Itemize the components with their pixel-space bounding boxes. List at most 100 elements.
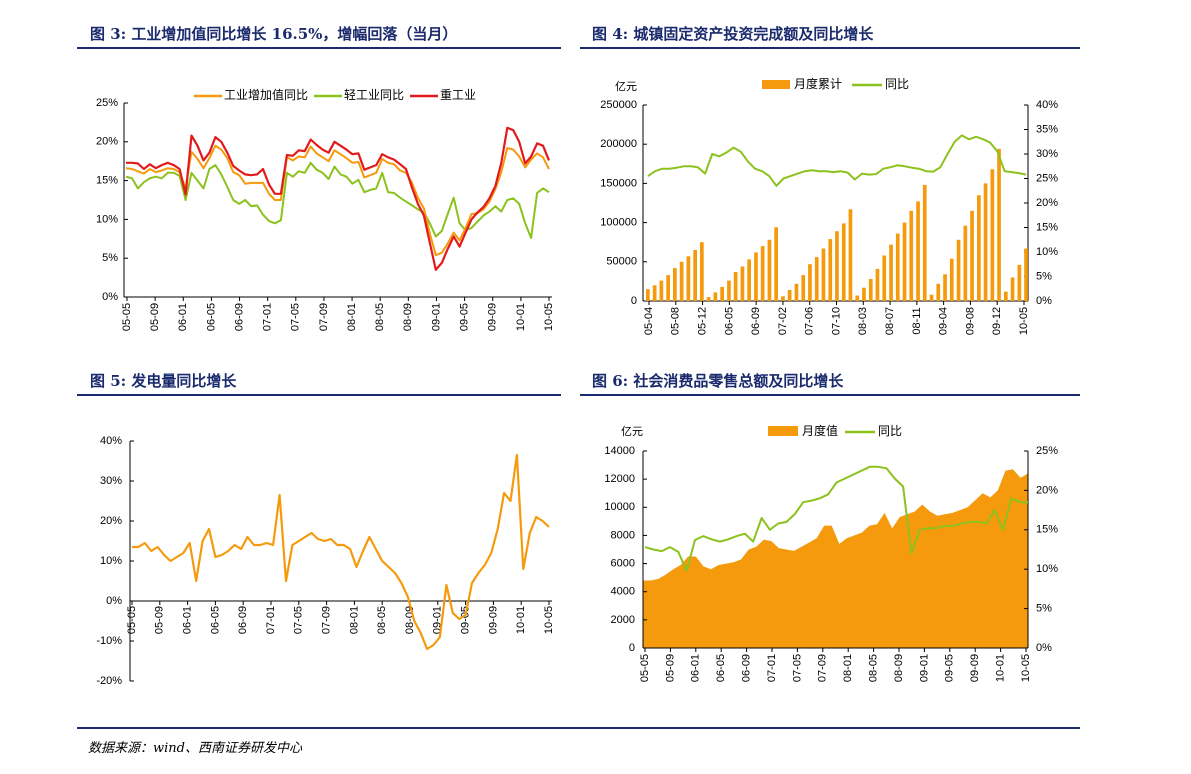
fig4-bar	[679, 261, 684, 301]
fig4-bar	[720, 286, 724, 301]
fig4-bar	[983, 183, 988, 301]
fig6-yleft-unit: 亿元	[621, 425, 643, 438]
fig5-xtick-label: 10-01	[515, 606, 527, 634]
fig4-bar	[808, 264, 812, 301]
fig4-bar	[963, 225, 968, 301]
fig4-ytick-label: 15%	[1036, 221, 1058, 233]
fig3-xtick-label: 07-09	[318, 303, 330, 331]
fig4-bar	[754, 252, 758, 301]
fig4-bar	[841, 223, 846, 301]
fig5-series-line	[132, 453, 550, 651]
fig3-series-line-2	[126, 126, 551, 271]
fig5-xtick-label: 07-05	[293, 606, 305, 634]
fig4-bar	[922, 185, 927, 301]
fig5-xtick-label: 05-09	[154, 606, 166, 634]
fig4-bar	[848, 209, 853, 301]
fig4-bar	[727, 280, 731, 301]
fig5-ytick-label: 20%	[100, 515, 122, 527]
fig4-bar	[666, 275, 670, 301]
fig3-title-rule	[77, 47, 561, 49]
fig6-ytick-label: 2000	[611, 614, 635, 626]
fig4-ytick-label: 20%	[1036, 197, 1058, 209]
fig4-ytick-label: 35%	[1036, 123, 1058, 135]
fig6-ytick-label: 4000	[611, 586, 635, 598]
fig3-ytick-label: 0%	[102, 291, 118, 303]
fig4-xtick-label: 08-11	[911, 307, 923, 334]
fig6-ytick-label: 20%	[1036, 484, 1058, 496]
fig4-bar	[990, 169, 995, 301]
fig4-bar	[882, 255, 887, 301]
fig6-legend-label: 同比	[878, 424, 902, 438]
fig3-ytick-label: 10%	[96, 213, 118, 225]
fig6-xtick-label: 06-05	[715, 654, 727, 682]
fig4-bar	[909, 210, 914, 301]
fig4-bar	[760, 246, 765, 301]
fig4-bar	[855, 295, 860, 301]
fig5-ytick-label: 30%	[100, 475, 122, 487]
fig3-xtick-label: 10-01	[515, 303, 527, 331]
fig4-bar	[868, 279, 873, 301]
fig6-ytick-label: 6000	[611, 557, 635, 569]
fig4-bar	[902, 222, 907, 301]
fig6-area	[643, 469, 1028, 648]
fig4-title: 图 4: 城镇固定资产投资完成额及同比增长	[592, 25, 874, 43]
fig4-bar	[706, 297, 711, 301]
fig5-title-rule	[77, 394, 561, 396]
fig5-ytick-label: -20%	[96, 675, 122, 687]
fig4-bar	[673, 268, 677, 301]
fig3-xtick-label: 08-01	[346, 303, 358, 331]
fig5-xtick-label: 08-01	[348, 606, 360, 634]
fig3-ytick-label: 20%	[96, 136, 118, 148]
fig5-xtick-label: 09-05	[460, 606, 472, 634]
fig6-xtick-label: 05-09	[664, 654, 676, 682]
fig4-bar	[794, 283, 799, 301]
fig4-bar	[686, 256, 691, 301]
fig4-bar	[1017, 264, 1022, 301]
fig4-bar	[997, 148, 1001, 301]
fig6-ytick-label: 0%	[1036, 642, 1052, 654]
fig3-xtick-label: 10-05	[543, 303, 555, 331]
fig4-ytick-label: 150000	[600, 177, 637, 189]
fig4-ytick-label: 10%	[1036, 246, 1058, 258]
fig6-legend-swatch-area	[768, 426, 798, 436]
fig4-bar	[801, 275, 806, 301]
fig6-xtick-label: 09-05	[944, 654, 956, 682]
fig3-xtick-label: 09-05	[459, 303, 471, 331]
fig4-bar	[956, 239, 961, 301]
fig3-legend-label: 轻工业同比	[344, 88, 404, 102]
fig3-xtick-label: 08-09	[402, 303, 414, 331]
fig4-bar	[936, 283, 941, 301]
fig6-xtick-label: 06-01	[690, 654, 702, 682]
fig4-xtick-label: 06-09	[750, 307, 762, 335]
fig4-bar	[767, 239, 772, 301]
fig4-ytick-label: 100000	[600, 217, 637, 229]
fig6-xtick-label: 08-01	[842, 654, 854, 682]
fig4-bar	[814, 257, 819, 301]
fig4-bar	[740, 266, 745, 301]
fig4-bar	[943, 274, 947, 301]
fig4-legend-swatch-bar	[762, 80, 790, 89]
fig4-bar	[1004, 291, 1008, 301]
fig6-ytick-label: 0	[629, 642, 635, 654]
fig4-ytick-label: 50000	[606, 256, 637, 268]
fig4-bar	[929, 294, 934, 301]
fig6-xtick-label: 07-05	[791, 654, 803, 682]
fig4-legend-label: 月度累计	[794, 76, 842, 91]
fig5-xtick-label: 07-01	[265, 606, 277, 634]
fig3-ytick-label: 25%	[96, 97, 118, 109]
fig4-bar	[875, 268, 880, 301]
fig4-xtick-label: 10-05	[1018, 307, 1030, 335]
fig3-xtick-label: 05-05	[121, 303, 133, 331]
fig4-xtick-label: 05-12	[696, 307, 708, 335]
fig6-xtick-label: 05-05	[639, 654, 651, 682]
fig6-series-line	[644, 465, 1028, 572]
fig5-xtick-label: 06-05	[209, 606, 221, 634]
fig3-xtick-label: 07-01	[262, 303, 274, 331]
fig4-ytick-label: 0	[631, 295, 637, 307]
fig5-xtick-label: 05-05	[126, 606, 138, 634]
fig4-ytick-label: 25%	[1036, 172, 1058, 184]
fig3-xtick-label: 06-09	[233, 303, 245, 331]
fig3-ytick-label: 5%	[102, 252, 118, 264]
fig4-ytick-label: 5%	[1036, 270, 1052, 282]
fig4-bar	[652, 285, 657, 301]
